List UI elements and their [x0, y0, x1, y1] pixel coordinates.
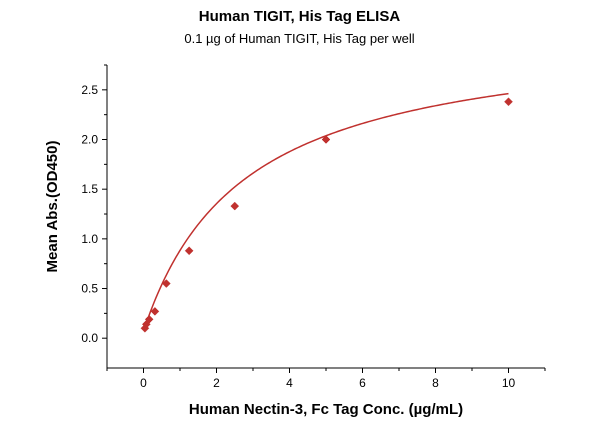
x-axis-ticks: 0 2 4 6 8 10	[106, 368, 546, 390]
y-tick-label: 1.5	[81, 182, 98, 196]
y-tick-label: 0.5	[81, 282, 98, 296]
x-tick-label: 6	[359, 376, 366, 390]
chart-title: Human TIGIT, His Tag ELISA	[198, 8, 401, 25]
fit-curve	[144, 92, 509, 328]
data-point	[504, 97, 513, 107]
x-axis-label: Human Nectin-3, Fc Tag Conc. (µg/mL)	[189, 401, 463, 418]
x-tick-label: 10	[502, 376, 516, 390]
data-point	[144, 314, 154, 324]
chart-subtitle: 0.1 µg of Human TIGIT, His Tag per well	[184, 31, 415, 46]
x-tick-label: 0	[140, 376, 147, 390]
data-point	[161, 279, 171, 288]
y-axis-ticks: 0.0 0.5 1.0 1.5 2.0 2.5	[81, 64, 107, 345]
y-axis-label: Mean Abs.(OD450)	[44, 141, 61, 273]
data-point	[321, 135, 331, 144]
y-tick-label: 2.5	[81, 83, 98, 97]
x-tick-label: 8	[432, 376, 439, 390]
data-point	[184, 246, 194, 256]
data-point	[230, 201, 240, 211]
y-tick-label: 2.0	[81, 133, 98, 147]
y-tick-label: 1.0	[81, 232, 98, 246]
y-tick-label: 0.0	[81, 331, 98, 345]
x-tick-label: 2	[213, 376, 220, 390]
data-points	[140, 97, 513, 333]
x-tick-label: 4	[286, 376, 293, 390]
data-point	[150, 307, 160, 316]
